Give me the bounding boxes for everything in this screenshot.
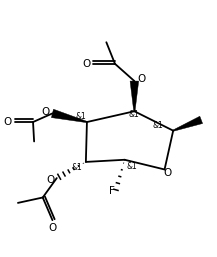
Text: F: F [109, 186, 115, 196]
Text: O: O [4, 117, 12, 127]
Text: &1: &1 [72, 163, 83, 172]
Polygon shape [173, 116, 203, 131]
Polygon shape [51, 109, 87, 123]
Polygon shape [130, 81, 139, 111]
Text: &1: &1 [129, 110, 140, 119]
Text: &1: &1 [75, 112, 86, 121]
Text: O: O [83, 59, 91, 69]
Text: O: O [49, 223, 57, 233]
Text: O: O [164, 168, 172, 178]
Text: O: O [138, 74, 146, 84]
Text: O: O [42, 107, 50, 117]
Text: &1: &1 [127, 162, 138, 171]
Text: O: O [46, 175, 54, 185]
Text: &1: &1 [153, 121, 163, 130]
